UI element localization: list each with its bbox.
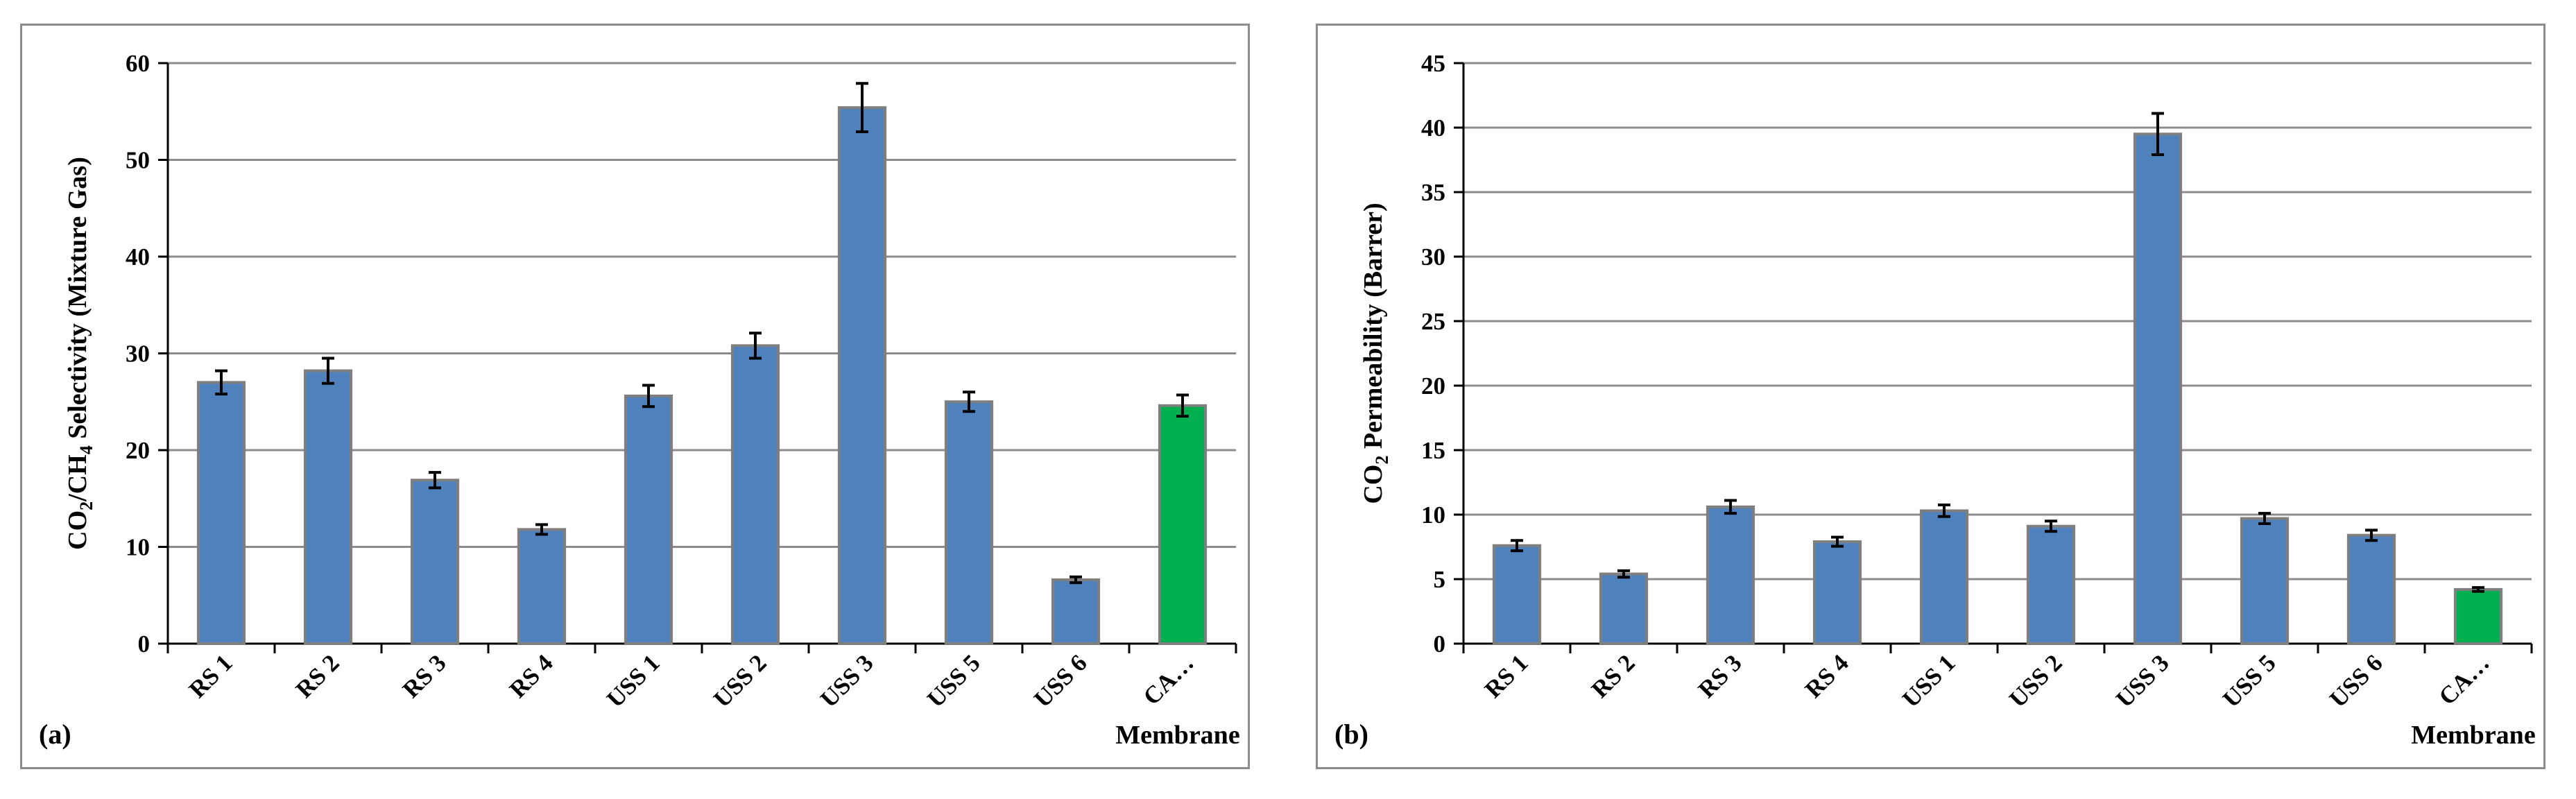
chart-b-error-bar-1 <box>1511 539 1523 553</box>
chart-b-y-axis-title: CO2 Permeability (Barrer) <box>1359 203 1392 504</box>
chart-b-error-bar-7 <box>2152 112 2164 157</box>
chart-a-error-bar-2 <box>322 356 334 385</box>
chart-a-ytick-label: 40 <box>126 243 150 270</box>
chart-b-bar-5 <box>1919 509 1969 645</box>
chart-b-bar-10 <box>2453 587 2503 646</box>
chart-a-bar-2 <box>303 369 353 645</box>
chart-b-bar-6 <box>2026 524 2076 645</box>
chart-a-category-label: CA… <box>1138 649 1199 710</box>
chart-a-panel-label: (a) <box>39 719 71 750</box>
chart-a-svg: 0 10 20 30 40 50 60 RS 1 RS 2 RS 3 RS 4 USS 1 USS 2 U… <box>39 50 1240 750</box>
chart-a-error-bar-4 <box>535 523 548 536</box>
chart-panel-b: 0 5 10 15 20 25 30 35 40 45 RS 1 RS 2 RS 3 RS 4 USS 1 U… <box>1316 24 2545 769</box>
chart-a-bar-9 <box>1051 578 1101 645</box>
chart-a-ytick-label: 50 <box>126 147 150 174</box>
chart-b-bar-4 <box>1812 540 1862 645</box>
chart-b-error-bar-4 <box>1831 535 1844 548</box>
chart-b-category-label: RS 1 <box>1479 649 1534 703</box>
chart-b-category-label: USS 6 <box>2324 649 2388 713</box>
chart-b-bar-2 <box>1599 572 1649 645</box>
chart-a-category-label: USS 5 <box>922 649 986 713</box>
chart-b-category-label: CA… <box>2434 649 2495 710</box>
chart-b-error-bar-8 <box>2258 512 2271 526</box>
chart-b-error-bar-6 <box>2045 519 2057 533</box>
chart-b-ytick-label: 10 <box>1421 501 1445 529</box>
chart-a-error-bar-10 <box>1176 393 1189 418</box>
chart-a-ytick-label: 60 <box>126 50 150 77</box>
chart-a-x-axis-title: Membrane <box>1115 721 1239 750</box>
chart-a-bar-1 <box>196 381 246 645</box>
chart-b-bar-9 <box>2346 533 2396 646</box>
chart-b-error-bar-5 <box>1938 504 1950 518</box>
chart-b-error-bar-9 <box>2365 529 2378 542</box>
chart-b-x-axis-title: Membrane <box>2411 721 2535 750</box>
chart-a-bar-10 <box>1158 404 1208 646</box>
chart-b-svg: 0 5 10 15 20 25 30 35 40 45 RS 1 RS 2 RS 3 RS 4 USS 1 U… <box>1334 50 2536 750</box>
chart-a-error-bar-6 <box>749 332 762 360</box>
chart-b-error-bar-10 <box>2472 586 2484 593</box>
chart-a-ytick-label: 20 <box>126 437 150 464</box>
chart-b-bar-3 <box>1706 505 1755 646</box>
chart-b-category-label: USS 1 <box>1897 649 1961 713</box>
chart-b-ytick-label: 5 <box>1434 566 1446 593</box>
chart-a-error-bar-9 <box>1070 575 1082 585</box>
chart-a-error-bar-5 <box>642 384 655 409</box>
chart-a-bar-4 <box>517 528 567 646</box>
chart-b-ytick-label: 45 <box>1421 50 1445 77</box>
chart-a-category-label: USS 2 <box>708 649 772 713</box>
chart-a-error-bar-8 <box>963 390 975 413</box>
chart-b-category-label: USS 5 <box>2217 649 2281 713</box>
chart-a-category-label: RS 1 <box>184 649 238 703</box>
chart-a-category-label: RS 3 <box>397 649 452 703</box>
chart-b-ytick-label: 15 <box>1421 437 1445 464</box>
chart-a-error-bar-3 <box>429 471 441 490</box>
chart-a-category-label: USS 6 <box>1029 649 1092 713</box>
chart-b-category-label: USS 3 <box>2111 649 2174 713</box>
chart-a-y-axis-title: CO2/CH4 Selectivity (Mixture Gas) <box>63 157 96 550</box>
chart-b-error-bar-2 <box>1617 569 1630 579</box>
chart-b-ytick-label: 35 <box>1421 179 1445 206</box>
chart-b-ytick-label: 20 <box>1421 372 1445 400</box>
chart-b-ytick-label: 25 <box>1421 308 1445 335</box>
chart-b-category-label: RS 2 <box>1586 649 1640 703</box>
chart-a-ytick-label: 10 <box>126 534 150 561</box>
chart-b-category-label: RS 4 <box>1800 649 1854 703</box>
chart-b-category-label: USS 2 <box>2004 649 2068 713</box>
chart-a-bar-6 <box>730 344 780 645</box>
chart-panel-a: 0 10 20 30 40 50 60 RS 1 RS 2 RS 3 RS 4 USS 1 USS 2 U… <box>20 24 1250 769</box>
chart-a-category-label: USS 3 <box>815 649 879 713</box>
chart-b-panel-label: (b) <box>1334 719 1368 750</box>
chart-a-bar-7 <box>837 106 887 646</box>
chart-b-ytick-label: 30 <box>1421 243 1445 270</box>
chart-b-bar-1 <box>1492 544 1542 646</box>
chart-a-ytick-label: 0 <box>138 630 151 658</box>
chart-b-category-label: RS 3 <box>1693 649 1747 703</box>
chart-a-error-bar-7 <box>856 82 868 134</box>
chart-b-ytick-label: 0 <box>1434 630 1446 658</box>
chart-a-ytick-label: 30 <box>126 341 150 368</box>
chart-a-category-label: USS 1 <box>601 649 665 713</box>
chart-a-category-label: RS 2 <box>291 649 345 703</box>
chart-b-bar-7 <box>2133 132 2183 646</box>
chart-b-error-bar-3 <box>1724 499 1737 515</box>
chart-b-ytick-label: 40 <box>1421 114 1445 141</box>
chart-b-bar-8 <box>2240 517 2290 646</box>
chart-a-category-label: RS 4 <box>504 649 558 703</box>
chart-a-error-bar-1 <box>215 369 227 396</box>
chart-a-bar-3 <box>410 479 460 645</box>
chart-a-bar-8 <box>944 400 994 645</box>
chart-a-bar-5 <box>624 394 673 645</box>
